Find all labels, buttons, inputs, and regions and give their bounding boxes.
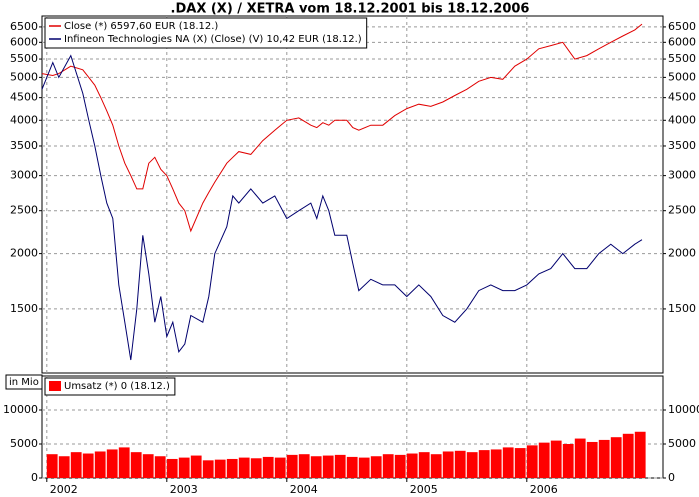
chart-title: .DAX (X) / XETRA vom 18.12.2001 bis 18.1… bbox=[171, 2, 530, 17]
volume-bar bbox=[514, 448, 526, 478]
volume-bar bbox=[178, 457, 190, 478]
y-tick-label: 5500 bbox=[10, 52, 38, 65]
y-tick-label: 5000 bbox=[668, 70, 696, 83]
volume-bar bbox=[598, 439, 610, 478]
volume-bar bbox=[238, 457, 250, 478]
volume-bar bbox=[394, 454, 406, 478]
y-tick-label: 0 bbox=[668, 471, 675, 484]
y-tick-label: 10000 bbox=[3, 403, 38, 416]
volume-bar bbox=[430, 454, 442, 478]
y-tick-label: 6500 bbox=[668, 20, 696, 33]
volume-bar bbox=[478, 450, 490, 478]
volume-bar bbox=[106, 449, 118, 478]
volume-bar bbox=[226, 458, 238, 478]
y-tick-label: 6500 bbox=[10, 20, 38, 33]
volume-bar bbox=[298, 454, 310, 478]
volume-bar bbox=[418, 452, 430, 478]
volume-bar bbox=[622, 433, 634, 478]
x-tick-label: 2002 bbox=[50, 483, 78, 496]
volume-bar bbox=[406, 453, 418, 478]
y-tick-label: 2000 bbox=[10, 247, 38, 260]
price-line bbox=[41, 54, 643, 361]
y-tick-label: 2500 bbox=[668, 204, 696, 217]
y-tick-label: 5500 bbox=[668, 52, 696, 65]
y-tick-label: 5000 bbox=[668, 437, 696, 450]
volume-bar bbox=[382, 454, 394, 478]
volume-bar bbox=[634, 431, 646, 478]
volume-bar bbox=[82, 453, 94, 478]
x-tick-label: 2005 bbox=[410, 483, 438, 496]
y-tick-label: 10000 bbox=[668, 403, 699, 416]
unit-box bbox=[5, 374, 43, 390]
volume-bar bbox=[574, 438, 586, 478]
y-tick-label: 4000 bbox=[668, 113, 696, 126]
volume-bar bbox=[370, 456, 382, 478]
volume-bar bbox=[562, 444, 574, 478]
legend-box bbox=[44, 377, 176, 396]
volume-bar bbox=[550, 440, 562, 478]
price-plot bbox=[41, 15, 664, 374]
volume-bar bbox=[442, 451, 454, 478]
volume-bar bbox=[586, 441, 598, 478]
x-tick-label: 2003 bbox=[170, 483, 198, 496]
volume-bar bbox=[154, 456, 166, 478]
price-line bbox=[41, 23, 643, 233]
volume-bar bbox=[46, 454, 58, 478]
volume-bar bbox=[58, 456, 70, 478]
legend-label: Close (*) 6597,60 EUR (18.12.) bbox=[64, 21, 218, 32]
volume-bar bbox=[454, 450, 466, 478]
y-tick-label: 6000 bbox=[10, 35, 38, 48]
volume-bar bbox=[286, 454, 298, 478]
y-tick-label: 5000 bbox=[10, 437, 38, 450]
x-tick-label: 2004 bbox=[290, 483, 318, 496]
volume-bar bbox=[538, 442, 550, 478]
x-tick-label: 2006 bbox=[530, 483, 558, 496]
volume-bar bbox=[250, 458, 262, 478]
volume-bar bbox=[70, 452, 82, 478]
y-tick-label: 1500 bbox=[668, 302, 696, 315]
volume-bar bbox=[274, 457, 286, 478]
volume-bar bbox=[610, 437, 622, 478]
volume-bar bbox=[526, 445, 538, 478]
y-tick-label: 6000 bbox=[668, 35, 696, 48]
volume-bar bbox=[502, 447, 514, 478]
legend-label: Umsatz (*) 0 (18.12.) bbox=[64, 381, 170, 392]
volume-bar bbox=[190, 455, 202, 478]
volume-bar bbox=[118, 447, 130, 478]
y-tick-label: 2500 bbox=[10, 204, 38, 217]
legend-swatch bbox=[49, 381, 61, 391]
legend-label: Infineon Technologies NA (X) (Close) (V)… bbox=[64, 34, 362, 45]
y-tick-label: 3000 bbox=[10, 169, 38, 182]
legend-box bbox=[44, 17, 368, 49]
volume-bar bbox=[202, 460, 214, 478]
y-tick-label: 3500 bbox=[10, 139, 38, 152]
volume-bar bbox=[322, 455, 334, 478]
y-tick-label: 4500 bbox=[10, 91, 38, 104]
y-tick-label: 3000 bbox=[668, 169, 696, 182]
volume-bar bbox=[310, 456, 322, 478]
volume-bar bbox=[142, 454, 154, 478]
y-tick-label: 1500 bbox=[10, 302, 38, 315]
volume-bar bbox=[262, 456, 274, 478]
volume-bar bbox=[466, 452, 478, 478]
volume-bar bbox=[490, 449, 502, 478]
y-tick-label: 4000 bbox=[10, 113, 38, 126]
y-tick-label: 2000 bbox=[668, 247, 696, 260]
volume-bar bbox=[214, 459, 226, 478]
y-axis-label: in Mio bbox=[9, 377, 39, 388]
y-tick-label: 0 bbox=[31, 471, 38, 484]
y-tick-label: 3500 bbox=[668, 139, 696, 152]
y-tick-label: 5000 bbox=[10, 70, 38, 83]
volume-bar bbox=[346, 456, 358, 478]
volume-bar bbox=[94, 451, 106, 478]
y-tick-label: 4500 bbox=[668, 91, 696, 104]
volume-bar bbox=[358, 457, 370, 478]
volume-bar bbox=[130, 452, 142, 478]
volume-bar bbox=[334, 454, 346, 478]
volume-bar bbox=[166, 458, 178, 478]
